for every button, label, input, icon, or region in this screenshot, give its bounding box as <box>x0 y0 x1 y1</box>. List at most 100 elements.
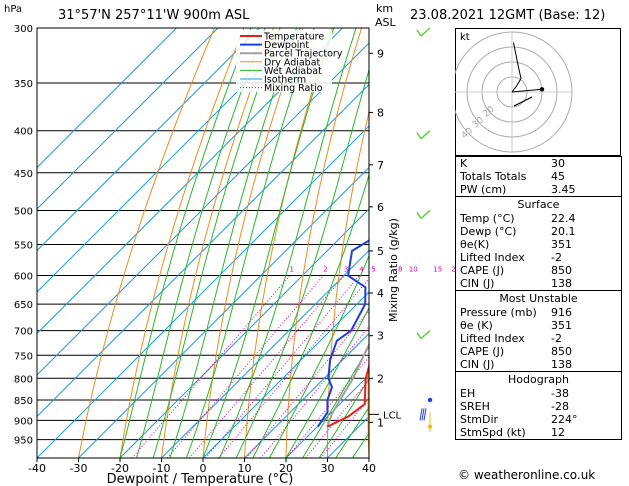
x-tick-label: -10 <box>153 462 171 475</box>
x-tick-label: 20 <box>279 462 293 475</box>
x-tick-label: -40 <box>28 462 46 475</box>
legend-bg <box>236 30 332 92</box>
mixing-ratio-line <box>218 277 369 458</box>
km-tick-label: 7 <box>377 159 384 172</box>
km-tick-label: 8 <box>377 106 384 119</box>
mixing-ratio-axis-label: Mixing Ratio (g/kg) <box>387 218 400 322</box>
pressure-tick-label: 550 <box>14 240 33 251</box>
isotherm-line <box>37 28 260 252</box>
x-tick-label: -30 <box>70 462 88 475</box>
isotherm-line <box>37 28 219 210</box>
isotherm-line <box>37 28 302 293</box>
surface-title: Surface <box>517 198 560 211</box>
asl-unit-label: ASL <box>375 16 396 29</box>
wind-barb <box>420 209 431 220</box>
hodograph-unit-label: kt <box>460 32 470 43</box>
most-unstable-title: Most Unstable <box>499 292 578 305</box>
surface-row: Dewp (°C) 20.1 <box>460 225 576 238</box>
mixing-ratio-label: 2 <box>323 266 327 274</box>
hodograph-trace <box>511 42 522 93</box>
unstable-row: Lifted Index -2 <box>460 332 562 345</box>
hodograph-indices-section: Hodograph EH -38 SREH -28 StmDir 224° StmSp… <box>456 371 621 439</box>
wet-adiabat-line <box>202 28 335 458</box>
legend-label: Temperature <box>263 32 324 43</box>
km-tick-label: 4 <box>377 287 384 300</box>
wind-profile <box>416 27 433 433</box>
isotherm-line <box>37 28 343 335</box>
dry-adiabat-line <box>367 345 369 458</box>
unstable-row: CAPE (J) 850 <box>460 345 572 358</box>
isotherm-line <box>285 374 369 458</box>
pressure-tick-label: 800 <box>14 374 33 385</box>
parcel-trajectory-line <box>326 342 369 428</box>
isotherm-line <box>37 125 369 458</box>
wind-barb <box>416 212 422 219</box>
dry-adiabat-line <box>285 28 363 458</box>
x-axis-label: Dewpoint / Temperature (°C) <box>107 472 294 486</box>
wet-adiabat-line <box>318 377 369 458</box>
surface-section: Surface Temp (°C) 22.4 Dewp (°C) 20.1 θe(K… <box>456 196 621 290</box>
isotherm-line <box>37 83 369 418</box>
legend-label: Parcel Trajectory <box>264 49 343 60</box>
pressure-tick-label: 700 <box>14 327 33 338</box>
surface-row: Temp (°C) 22.4 <box>460 212 576 225</box>
dry-adiabat-line <box>78 28 215 458</box>
isotherm-line <box>37 28 177 169</box>
legend-label: Mixing Ratio <box>264 83 323 94</box>
index-row: Totals Totals 45 <box>460 170 565 183</box>
indices-table: K 30 Totals Totals 45 PW (cm) 3.45 Surface … <box>455 156 622 440</box>
wind-barb <box>416 132 422 140</box>
wet-adiabat-line <box>302 345 369 458</box>
wet-adiabat-line <box>335 406 369 458</box>
credit-text: © weatheronline.co.uk <box>458 468 596 482</box>
mixing-ratio-line <box>131 275 291 458</box>
x-tick-label: 30 <box>321 462 335 475</box>
hodo-row: StmDir 224° <box>460 413 578 426</box>
hodo-row: EH -38 <box>460 387 569 400</box>
legend-label: Wet Adiabat <box>264 66 322 77</box>
wind-barb <box>420 27 431 37</box>
mixing-ratio-label: 5 <box>371 266 375 274</box>
isotherm-line <box>161 249 369 458</box>
wind-barb <box>420 130 431 140</box>
wet-adiabat-line <box>119 28 252 458</box>
top-indices: K 30 Totals Totals 45 PW (cm) 3.45 <box>456 157 621 196</box>
mixing-ratio-line <box>188 275 345 458</box>
wet-adiabat-line <box>169 28 297 458</box>
wet-adiabat-line <box>136 28 266 458</box>
mixing-ratio-label: 4 <box>359 266 364 274</box>
pressure-tick-label: 850 <box>14 396 33 407</box>
storm-motion-point <box>539 87 545 92</box>
station-info: 31°57'N 257°11'W 900m ASL <box>58 8 250 23</box>
legend-label: Dry Adiabat <box>264 57 321 68</box>
wind-dot <box>427 397 433 403</box>
mixing-ratio-label: 1 <box>290 266 294 274</box>
wet-adiabat-line <box>268 254 369 458</box>
surface-row: CAPE (J) 850 <box>460 264 572 277</box>
km-tick-label: 2 <box>377 372 384 385</box>
mixing-ratio-line <box>286 356 369 458</box>
dry-adiabat-line <box>119 28 245 458</box>
wind-staff <box>419 408 423 421</box>
km-tick-label: 3 <box>377 330 384 343</box>
isotherm-line <box>78 166 369 458</box>
isotherm-line <box>202 291 369 458</box>
pressure-tick-label: 450 <box>14 169 33 180</box>
wet-adiabat-line <box>152 28 281 458</box>
wet-adiabat-line <box>285 306 369 458</box>
lcl-label: LCL <box>383 410 402 421</box>
unstable-row: Pressure (mb) 916 <box>460 306 572 319</box>
km-tick-label: 6 <box>377 201 384 214</box>
legend-label: Dewpoint <box>264 40 309 51</box>
index-row: K 30 <box>460 157 565 170</box>
x-tick-label: -20 <box>111 462 129 475</box>
unstable-row: θe (K) 351 <box>460 319 572 332</box>
mixing-ratio-line <box>246 309 369 458</box>
hodograph-indices-title: Hodograph <box>508 373 569 386</box>
mixing-ratio-line <box>305 379 369 458</box>
pressure-tick-label: 500 <box>14 206 33 217</box>
isotherm-line <box>244 332 369 458</box>
mixing-ratio-line <box>260 325 369 458</box>
